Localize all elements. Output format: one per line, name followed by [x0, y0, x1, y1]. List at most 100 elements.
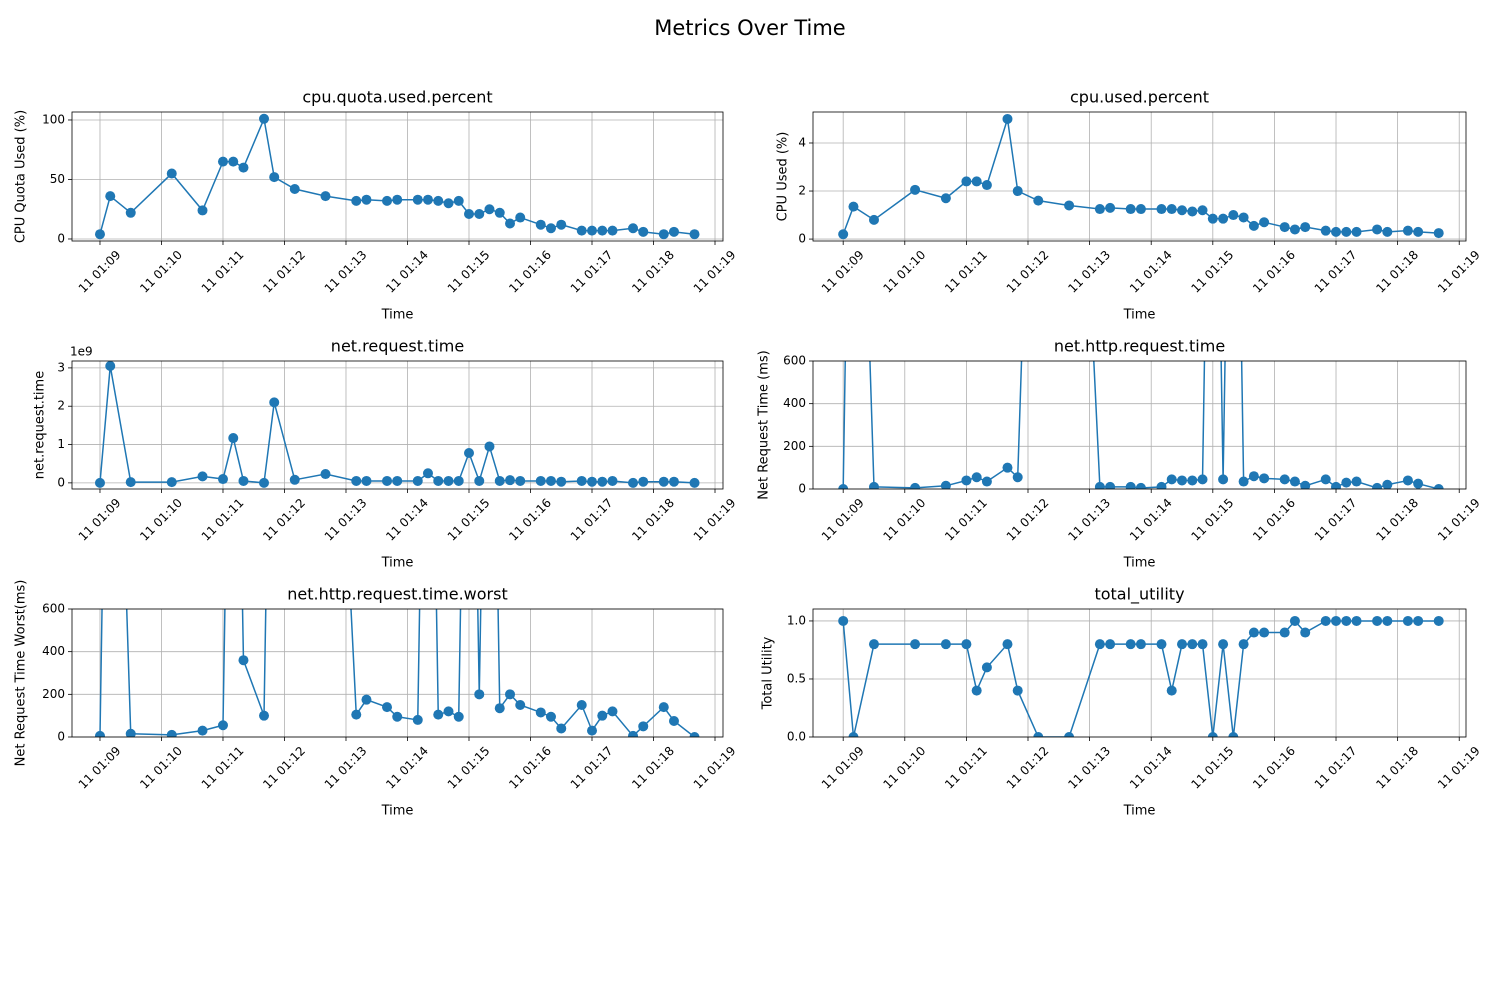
x-tick-label: 11 01:18 — [629, 496, 677, 544]
x-tick-label: 11 01:14 — [383, 496, 431, 544]
marker — [1218, 474, 1229, 485]
marker — [1156, 639, 1167, 650]
marker — [1012, 186, 1023, 197]
marker — [607, 706, 618, 717]
marker — [848, 201, 859, 212]
y-tick-label: 600 — [783, 354, 806, 368]
x-tick-label: 11 01:18 — [629, 744, 677, 792]
subplot-title: cpu.used.percent — [1070, 88, 1209, 107]
marker — [545, 475, 556, 486]
subplot-title: cpu.quota.used.percent — [302, 88, 492, 107]
marker — [1064, 732, 1075, 737]
x-tick-label: 11 01:18 — [1373, 496, 1421, 544]
x-axis-label: Time — [1123, 308, 1156, 323]
marker — [494, 207, 505, 218]
marker — [515, 212, 526, 223]
x-tick-label: 11 01:12 — [260, 496, 308, 544]
marker — [1402, 615, 1413, 626]
marker — [1218, 639, 1229, 650]
y-tick-label: 2 — [57, 399, 65, 413]
marker — [1012, 685, 1023, 696]
marker — [628, 730, 639, 737]
marker — [494, 703, 505, 714]
marker — [1187, 475, 1198, 486]
x-tick-label: 11 01:15 — [445, 496, 493, 544]
marker — [1331, 615, 1342, 626]
marker — [689, 732, 700, 737]
x-tick-label: 11 01:19 — [691, 744, 739, 792]
marker — [269, 397, 280, 408]
marker — [971, 685, 982, 696]
x-tick-label: 11 01:19 — [691, 248, 739, 296]
marker — [197, 725, 208, 736]
marker — [505, 218, 516, 229]
marker — [433, 195, 444, 206]
marker — [556, 723, 567, 734]
marker — [1300, 222, 1311, 233]
series-line — [99, 116, 695, 235]
x-tick-label: 11 01:11 — [942, 744, 990, 792]
x-tick-label: 11 01:16 — [506, 744, 554, 792]
marker — [1320, 225, 1331, 236]
y-tick-label: 400 — [42, 644, 65, 658]
marker — [1135, 482, 1146, 489]
marker — [1218, 213, 1229, 224]
marker — [228, 433, 239, 444]
marker — [1166, 685, 1177, 696]
x-tick-label: 11 01:11 — [199, 496, 247, 544]
marker — [1156, 481, 1167, 489]
marker — [443, 706, 454, 717]
marker — [940, 193, 951, 204]
x-tick-label: 11 01:09 — [76, 744, 124, 792]
x-axis-label: Time — [381, 308, 414, 323]
x-tick-label: 11 01:16 — [506, 248, 554, 296]
y-axis-label: net.request.time — [33, 371, 48, 479]
marker — [105, 361, 116, 371]
x-tick-label: 11 01:16 — [1250, 744, 1298, 792]
marker — [422, 468, 433, 479]
marker — [433, 709, 444, 720]
x-tick-label: 11 01:13 — [322, 248, 370, 296]
marker — [1207, 732, 1218, 737]
marker — [1094, 639, 1105, 650]
marker — [422, 194, 433, 205]
marker — [961, 176, 972, 187]
marker — [228, 156, 239, 167]
marker — [1012, 472, 1023, 483]
x-tick-label: 11 01:13 — [1065, 248, 1113, 296]
x-tick-label: 11 01:12 — [1004, 496, 1052, 544]
marker — [1135, 204, 1146, 215]
marker — [576, 225, 587, 236]
marker — [463, 447, 474, 458]
x-tick-label: 11 01:17 — [1312, 248, 1360, 296]
marker — [289, 474, 300, 485]
marker — [1125, 204, 1136, 215]
marker — [1341, 615, 1352, 626]
marker — [971, 472, 982, 483]
marker — [125, 207, 136, 218]
marker — [125, 728, 136, 737]
marker — [910, 482, 921, 489]
axes-frame — [812, 608, 1467, 738]
marker — [1279, 474, 1290, 485]
marker — [1125, 481, 1136, 489]
marker — [868, 639, 879, 650]
marker — [545, 711, 556, 722]
x-tick-label: 11 01:10 — [881, 248, 929, 296]
marker — [1177, 475, 1188, 486]
x-tick-label: 11 01:19 — [1435, 496, 1483, 544]
marker — [556, 476, 567, 487]
marker — [628, 223, 639, 234]
marker — [412, 194, 423, 205]
marker — [1248, 627, 1259, 638]
marker — [689, 477, 700, 488]
y-axis-label: Net Request Time (ms) — [757, 350, 772, 499]
marker — [1033, 195, 1044, 206]
y-tick-label: 100 — [42, 112, 65, 126]
marker — [453, 195, 464, 206]
x-tick-label: 11 01:14 — [383, 744, 431, 792]
plot-area — [94, 609, 700, 737]
marker — [1279, 627, 1290, 638]
marker — [587, 725, 598, 736]
y-tick-label: 3 — [57, 360, 65, 374]
